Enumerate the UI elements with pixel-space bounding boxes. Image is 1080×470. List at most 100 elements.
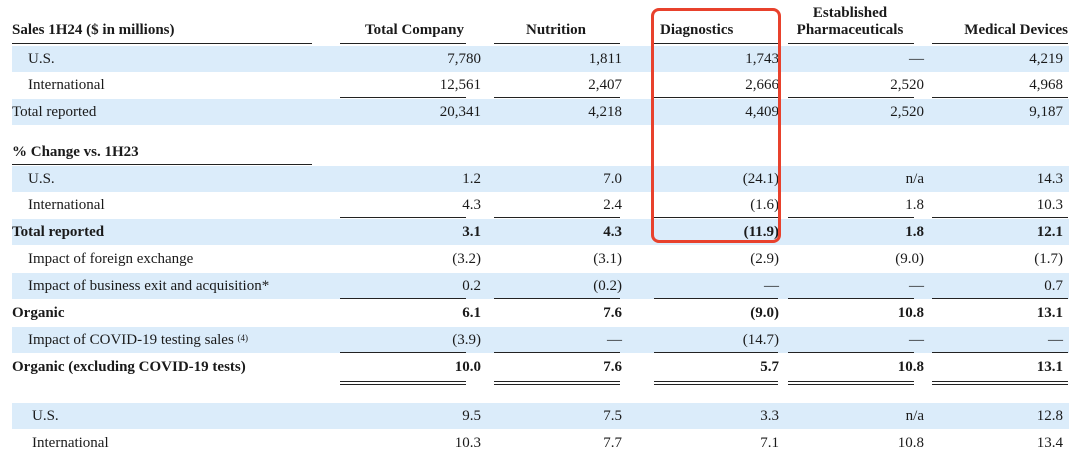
cell-medical-devices: 4,968 [1029,77,1063,93]
col-header-total-company: Total Company [364,22,464,38]
cell-medical-devices: 13.1 [1036,305,1063,321]
cell-established: 2,520 [890,77,924,93]
subtotal-underline [932,97,1068,98]
cell-total-company: 20,341 [439,104,481,120]
section-underline [12,164,312,165]
cell-nutrition: 4,218 [588,104,622,120]
table-row: Impact of foreign exchange (3.2) (3.1) (… [12,246,1069,272]
subtotal-underline [494,298,620,299]
row-label: Total reported [12,224,105,240]
cell-nutrition: 2,407 [588,77,622,93]
table-row: U.S. 1.2 7.0 (24.1) n/a 14.3 [12,166,1069,192]
cell-medical-devices: (1.7) [1034,251,1063,267]
col-header-established-line1: Established [812,5,888,21]
row-label: Total reported [12,104,97,120]
cell-total-company: (3.9) [452,332,481,348]
cell-medical-devices: 14.3 [1036,171,1063,187]
cell-diagnostics: 1,743 [745,51,779,67]
row-label: Impact of foreign exchange [28,251,194,267]
cell-nutrition: (3.1) [593,251,622,267]
subtotal-underline [654,352,778,353]
row-label: U.S. [32,408,59,424]
cell-total-company: 10.0 [454,359,481,375]
diagnostics-highlight-box [651,8,781,243]
cell-diagnostics: 5.7 [760,359,779,375]
cell-nutrition: 7.5 [603,408,622,424]
cell-established: — [909,278,924,294]
subtotal-underline [494,97,620,98]
col-header-diagnostics: Diagnostics [660,22,734,38]
cell-total-company: 9.5 [462,408,481,424]
double-underline [654,381,778,382]
cell-established: n/a [905,408,924,424]
cell-diagnostics: (11.9) [743,224,779,240]
row-label: U.S. [28,51,55,67]
subtotal-underline [932,298,1068,299]
cell-total-company: 1.2 [462,171,481,187]
header-underline [932,43,1068,44]
header-underline [494,43,620,44]
footnote-marker: (4) [237,333,249,343]
subtotal-underline [340,298,466,299]
cell-medical-devices: 4,219 [1029,51,1063,67]
subtotal-underline [932,352,1068,353]
double-underline [494,381,620,382]
cell-established: 10.8 [897,435,924,451]
subtotal-underline [494,352,620,353]
double-underline [932,384,1068,385]
double-underline [788,384,914,385]
subtotal-underline [788,298,914,299]
cell-total-company: (3.2) [452,251,481,267]
section-title: % Change vs. 1H23 [12,144,139,160]
cell-diagnostics: (1.6) [750,197,779,213]
subtotal-underline [340,217,466,218]
cell-medical-devices: 9,187 [1029,104,1063,120]
cell-established: 1.8 [905,224,924,240]
row-label: International [28,77,105,93]
cell-established: n/a [905,171,924,187]
subtotal-underline [788,352,914,353]
double-underline [788,381,914,382]
header-underline [788,43,914,44]
table-row: Organic 6.1 7.6 (9.0) 10.8 13.1 [12,300,1069,326]
cell-nutrition: 7.6 [603,305,622,321]
cell-total-company: 3.1 [462,224,481,240]
table-row: International 10.3 7.7 7.1 10.8 13.4 [12,430,1069,456]
subtotal-underline [340,352,466,353]
cell-established: (9.0) [895,251,924,267]
cell-diagnostics: — [764,278,779,294]
table-row: Impact of business exit and acquisition*… [12,273,1069,299]
table-row: U.S. 7,780 1,811 1,743 — 4,219 [12,46,1069,72]
cell-established: — [909,51,924,67]
cell-total-company: 10.3 [454,435,481,451]
subtotal-underline [788,97,914,98]
table-row: U.S. 9.5 7.5 3.3 n/a 12.8 [12,403,1069,429]
cell-medical-devices: 12.1 [1036,224,1063,240]
row-label: Impact of business exit and acquisition* [28,278,270,294]
col-header-established-pharmaceuticals: Established Pharmaceuticals [788,5,912,39]
cell-total-company: 0.2 [462,278,481,294]
cell-diagnostics: 7.1 [760,435,779,451]
cell-nutrition: (0.2) [593,278,622,294]
cell-established: 10.8 [897,359,924,375]
cell-diagnostics: (14.7) [742,332,779,348]
table-row: Organic (excluding COVID-19 tests) 10.0 … [12,354,1069,380]
cell-nutrition: 7.0 [603,171,622,187]
subtotal-underline [932,217,1068,218]
subtotal-underline [654,97,778,98]
col-header-medical-devices: Medical Devices [964,22,1068,38]
cell-diagnostics: (2.9) [750,251,779,267]
cell-total-company: 12,561 [439,77,481,93]
row-label: Organic (excluding COVID-19 tests) [12,359,246,375]
table-row: Total reported 20,341 4,218 4,409 2,520 … [12,99,1069,125]
cell-nutrition: 2.4 [603,197,622,213]
double-underline [494,384,620,385]
table-row: International 12,561 2,407 2,666 2,520 4… [12,72,1069,98]
row-label: U.S. [28,171,55,187]
row-label: International [28,197,105,213]
col-header-established-line2: Pharmaceuticals [796,22,904,38]
cell-established: 2,520 [890,104,924,120]
cell-established: 10.8 [897,305,924,321]
cell-total-company: 7,780 [447,51,481,67]
table-row: International 4.3 2.4 (1.6) 1.8 10.3 [12,192,1069,218]
